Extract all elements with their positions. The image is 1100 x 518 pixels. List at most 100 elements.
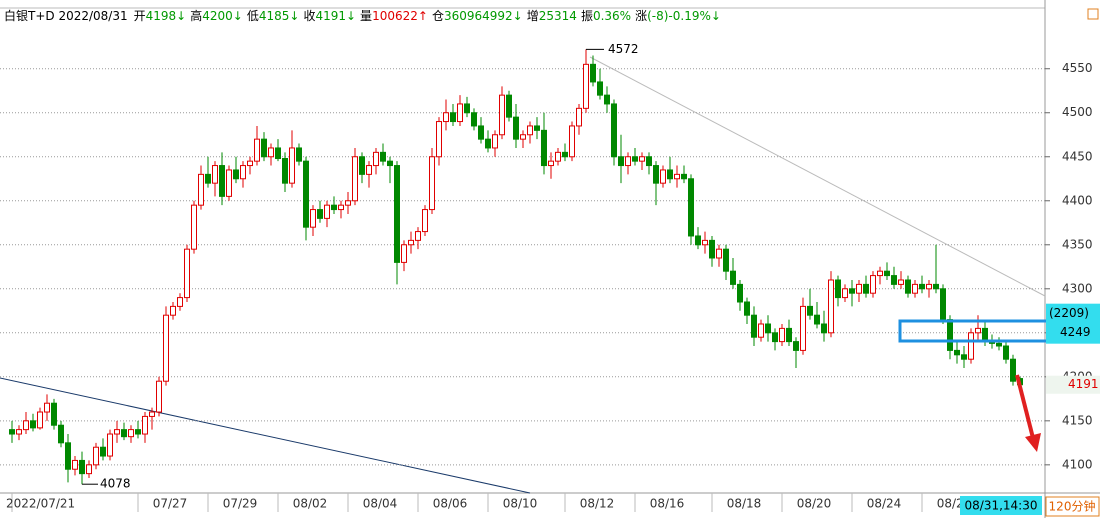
candle-body bbox=[387, 160, 393, 167]
candle-body bbox=[373, 151, 379, 167]
candle-body bbox=[618, 156, 624, 167]
candle-body bbox=[681, 173, 687, 180]
x-tick-label: 08/02 bbox=[293, 497, 328, 511]
candle-body bbox=[324, 204, 330, 219]
candle-body bbox=[926, 283, 932, 290]
candle-body bbox=[954, 349, 960, 356]
candle-body bbox=[779, 327, 785, 343]
header-value: (-8)-0.19%↓ bbox=[647, 9, 721, 23]
cursor-time: 08/31,14:30 bbox=[965, 499, 1038, 513]
candle-body bbox=[44, 402, 50, 413]
candle-body bbox=[121, 429, 127, 438]
candle-body bbox=[184, 248, 190, 299]
header-label: 高 bbox=[190, 8, 202, 23]
candle-body bbox=[772, 332, 778, 343]
header-label: 开 bbox=[134, 9, 146, 23]
arrow-shaft bbox=[1015, 374, 1035, 439]
candle-body bbox=[282, 158, 288, 184]
y-tick-label: 4300 bbox=[1062, 281, 1093, 295]
cursor-box bbox=[1046, 303, 1100, 344]
candle-body bbox=[247, 160, 253, 167]
candle-body bbox=[667, 169, 673, 180]
candle-body bbox=[107, 433, 113, 457]
header-value: 4198↓ bbox=[146, 9, 187, 23]
candle-body bbox=[450, 112, 456, 123]
candle-body bbox=[415, 231, 421, 241]
candle-body bbox=[555, 151, 561, 162]
candle-body bbox=[394, 165, 400, 263]
y-tick-label: 4150 bbox=[1062, 413, 1093, 427]
candle-body bbox=[191, 204, 197, 250]
header-value: 4191↓ bbox=[315, 9, 356, 23]
candle-body bbox=[695, 235, 701, 246]
candle-body bbox=[947, 319, 953, 351]
candle-body bbox=[940, 288, 946, 321]
candle-body bbox=[240, 165, 246, 180]
candle-body bbox=[1010, 358, 1016, 382]
candle-body bbox=[506, 94, 512, 118]
candle-body bbox=[30, 420, 36, 429]
candle-body bbox=[597, 81, 603, 96]
candle-body bbox=[226, 169, 232, 197]
candle-body bbox=[541, 129, 547, 167]
header-label: 量 bbox=[360, 9, 372, 23]
header-label: 低 bbox=[247, 9, 259, 23]
candle-body bbox=[163, 314, 169, 382]
candle-body bbox=[996, 342, 1002, 347]
last-price-label: 4191 bbox=[1068, 377, 1099, 391]
candle-body bbox=[303, 160, 309, 228]
candle-body bbox=[821, 323, 827, 334]
candle-body bbox=[233, 169, 239, 180]
candle-body bbox=[968, 332, 974, 360]
trend-line bbox=[0, 377, 531, 494]
candle-body bbox=[520, 134, 526, 140]
candle-body bbox=[590, 63, 596, 83]
header-label: 振 bbox=[581, 9, 593, 23]
high-label: 4572 bbox=[608, 42, 639, 56]
low-label: 4078 bbox=[100, 477, 131, 491]
candle-body bbox=[471, 112, 477, 127]
candle-body bbox=[898, 279, 904, 285]
cursor-count: (2209) bbox=[1049, 306, 1089, 320]
settings-icon[interactable] bbox=[1087, 8, 1099, 20]
candle-body bbox=[212, 165, 218, 184]
x-tick-label: 07/29 bbox=[223, 497, 258, 511]
candle-body bbox=[793, 341, 799, 351]
candle-body bbox=[961, 354, 967, 360]
candle-body bbox=[716, 248, 722, 259]
candle-body bbox=[436, 121, 442, 158]
candle-body bbox=[975, 327, 981, 334]
candle-body bbox=[499, 94, 505, 136]
y-tick-label: 4500 bbox=[1062, 105, 1093, 119]
x-tick-label: 08/06 bbox=[433, 497, 468, 511]
candle-body bbox=[905, 279, 911, 294]
candle-body bbox=[730, 270, 736, 285]
candle-body bbox=[723, 248, 729, 272]
candle-body bbox=[261, 138, 267, 158]
candle-body bbox=[548, 160, 554, 167]
candle-body bbox=[625, 156, 631, 167]
candle-body bbox=[562, 151, 568, 158]
candle-body bbox=[856, 283, 862, 294]
candle-body bbox=[310, 209, 316, 228]
last-price-box bbox=[1046, 375, 1100, 394]
candle-body bbox=[79, 459, 85, 475]
candle-body bbox=[569, 125, 575, 158]
candle-body bbox=[646, 156, 652, 167]
candle-body bbox=[709, 239, 715, 259]
cursor-time-box bbox=[960, 496, 1042, 515]
candle-body bbox=[492, 134, 498, 149]
candle-body bbox=[429, 156, 435, 211]
x-tick-label: 08/20 bbox=[797, 497, 832, 511]
candle-body bbox=[58, 424, 64, 444]
candle-body bbox=[72, 459, 78, 470]
candle-body bbox=[814, 314, 820, 325]
candle-body bbox=[457, 103, 463, 123]
x-tick-label: 2022/07/21 bbox=[6, 497, 75, 511]
candle-body bbox=[632, 156, 638, 162]
candle-body bbox=[863, 283, 869, 294]
candle-body bbox=[485, 138, 491, 149]
period-label: 120分钟 bbox=[1049, 499, 1096, 514]
candle-body bbox=[345, 200, 351, 206]
period-box bbox=[1045, 496, 1100, 517]
